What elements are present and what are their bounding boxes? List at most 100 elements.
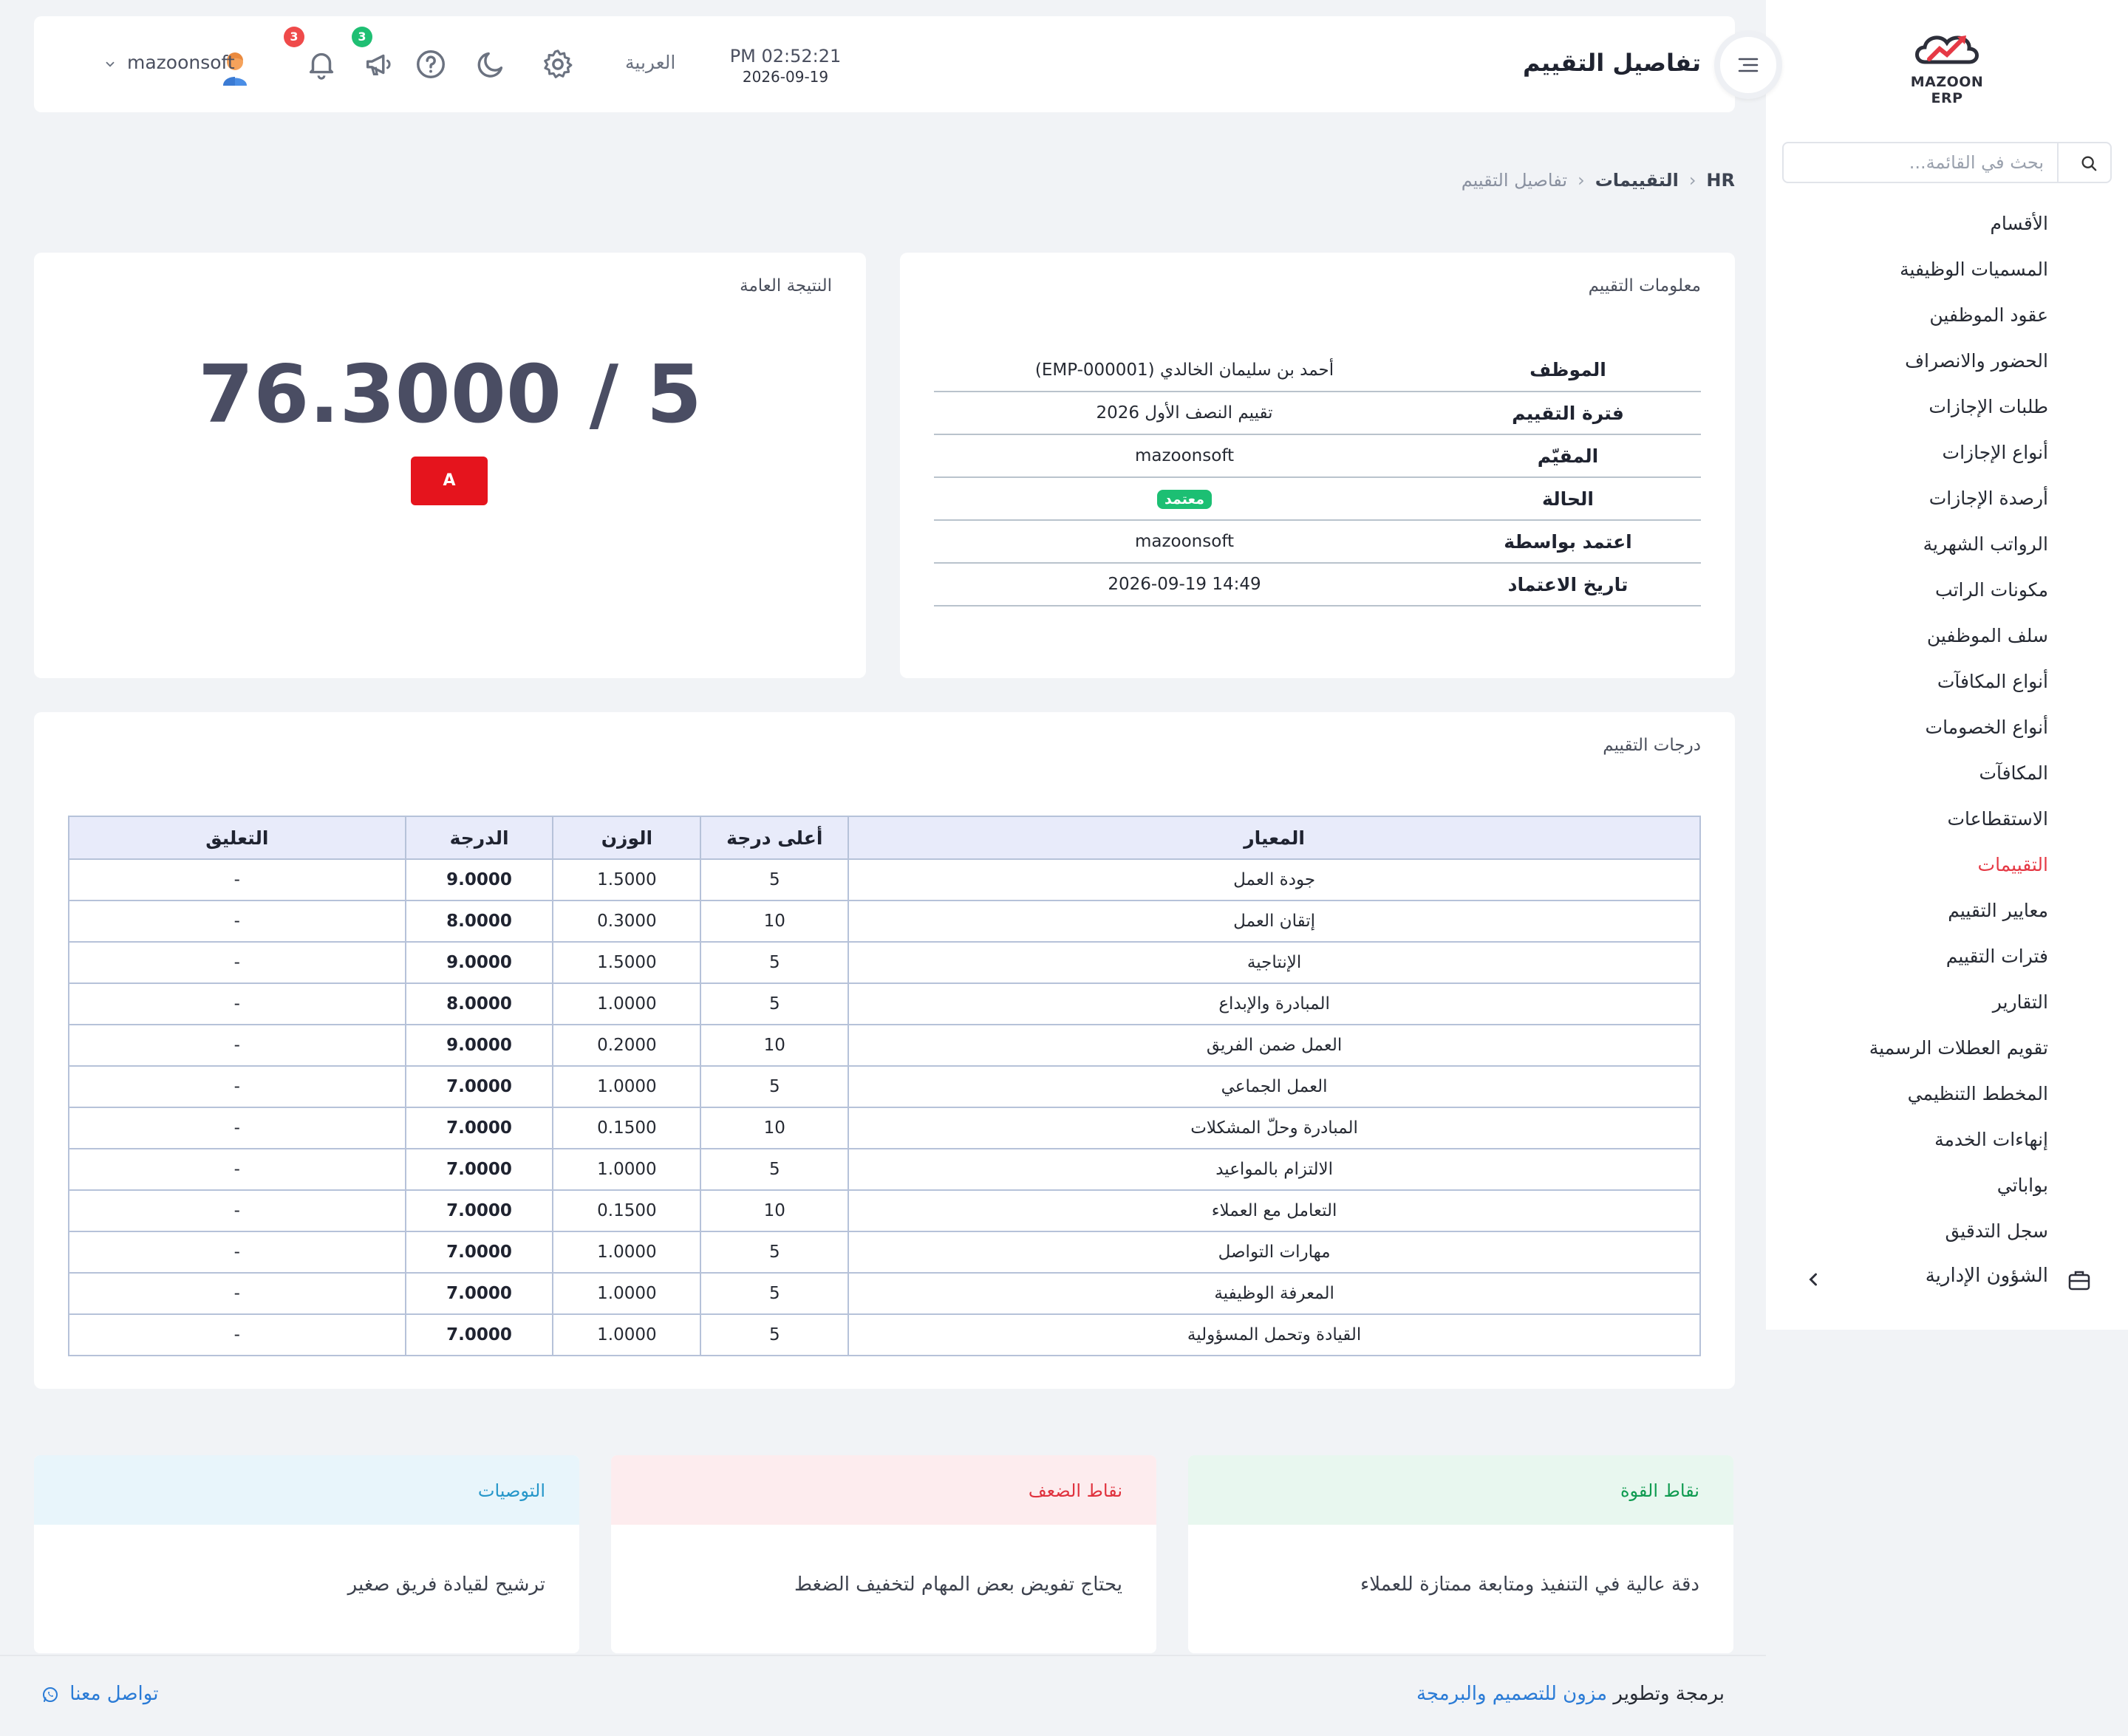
info-row: اعتمد بواسطة mazoonsoft (934, 520, 1701, 564)
sidebar-group-label: الشؤون الإدارية (1925, 1265, 2048, 1287)
search-icon[interactable] (2079, 154, 2100, 174)
sidebar-item[interactable]: طلبات الإجازات (1928, 396, 2048, 417)
table-row: العمل ضمن الفريق 10 0.2000 9.0000- (68, 1024, 1701, 1067)
logo-text: MAZOON ERP (1910, 74, 1984, 106)
sidebar-item[interactable]: فترات التقييم (1945, 946, 2048, 967)
sidebar-item[interactable]: مكونات الراتب (1935, 579, 2048, 601)
cell-comment: - (68, 983, 406, 1025)
cell-score: 8.0000 (404, 900, 554, 943)
cell-comment: - (68, 900, 406, 943)
chevron-left-icon (1809, 1273, 1817, 1286)
sidebar-item[interactable]: عقود الموظفين (1929, 304, 2048, 326)
info-value: 2026-09-19 14:49 (934, 563, 1435, 606)
cell-weight: 0.1500 (552, 1189, 702, 1232)
cell-max-score: 5 (700, 1272, 850, 1315)
cell-criterion: المبادرة والإبداع (848, 983, 1701, 1025)
sidebar-search-input[interactable] (1800, 149, 2044, 176)
sidebar-item[interactable]: بواباتي (1996, 1175, 2048, 1196)
bell-icon[interactable] (304, 47, 338, 81)
sidebar-item[interactable]: المخطط التنظيمي (1907, 1083, 2048, 1104)
sidebar-item[interactable]: الحضور والانصراف (1905, 350, 2048, 372)
cell-score: 7.0000 (404, 1065, 554, 1108)
footer-credit-link[interactable]: مزون للتصميم والبرمجة (1416, 1683, 1608, 1705)
sidebar-item[interactable]: إنهاءات الخدمة (1934, 1129, 2048, 1150)
sidebar-item[interactable]: أنواع المكافآت (1937, 671, 2048, 692)
sidebar-item[interactable]: معايير التقييم (1948, 900, 2048, 921)
header-criterion: المعيار (848, 816, 1701, 860)
sidebar-toggle-button[interactable] (1714, 31, 1782, 99)
moon-icon[interactable] (474, 47, 508, 81)
breadcrumb-separator: ‹ (1578, 170, 1585, 191)
cell-comment: - (68, 1024, 406, 1067)
cell-criterion: المعرفة الوظيفية (848, 1272, 1701, 1315)
overall-result-card: النتيجة العامة 76.3000 / 5 A (34, 253, 866, 678)
footer-credit: برمجة وتطوير مزون للتصميم والبرمجة (1416, 1683, 1725, 1705)
sidebar-item[interactable]: المكافآت (1979, 762, 2048, 784)
cell-max-score: 5 (700, 1065, 850, 1108)
sidebar-item[interactable]: الاستقطاعات (1947, 808, 2048, 830)
evaluation-scores-card: درجات التقييم المعيار أعلى درجة الوزن ال… (34, 712, 1735, 1389)
result-card-title: النتيجة العامة (740, 276, 832, 295)
sidebar-item[interactable]: تقويم العطلات الرسمية (1869, 1037, 2048, 1059)
cell-comment: - (68, 941, 406, 984)
language-switcher[interactable]: العربية (625, 52, 676, 73)
cell-score: 7.0000 (404, 1313, 554, 1356)
sidebar-item[interactable]: سجل التدقيق (1945, 1220, 2048, 1242)
info-label: تاريخ الاعتماد (1435, 563, 1701, 606)
chevron-down-icon[interactable] (103, 58, 117, 71)
sidebar-item[interactable]: سلف الموظفين (1926, 625, 2048, 646)
sidebar-search (1782, 142, 2112, 183)
info-label: فترة التقييم (1435, 392, 1701, 435)
menu-toggle-icon (1738, 58, 1759, 72)
cell-weight: 1.0000 (552, 983, 702, 1025)
recommendations-card: التوصيات ترشيح لقيادة فريق صغير (34, 1455, 579, 1653)
sidebar-item[interactable]: أنواع الخصومات (1925, 717, 2048, 738)
info-label: الموظف (1435, 349, 1701, 392)
cell-weight: 1.0000 (552, 1231, 702, 1274)
app-logo[interactable]: MAZOON ERP (1899, 30, 1995, 106)
table-row: المبادرة والإبداع 5 1.0000 8.0000- (68, 983, 1701, 1025)
help-icon[interactable] (414, 47, 448, 81)
scores-table: المعيار أعلى درجة الوزن الدرجة التعليق ج… (68, 816, 1701, 1356)
sidebar-item[interactable]: أنواع الإجازات (1942, 442, 2048, 463)
strengths-card: نقاط القوة دقة عالية في التنفيذ ومتابعة … (1188, 1455, 1733, 1653)
sidebar-item[interactable]: المسميات الوظيفية (1900, 259, 2048, 280)
cell-comment: - (68, 1189, 406, 1232)
sidebar-item[interactable]: التقارير (1992, 991, 2048, 1013)
cell-criterion: التعامل مع العملاء (848, 1189, 1701, 1232)
cell-criterion: مهارات التواصل (848, 1231, 1701, 1274)
cell-score: 9.0000 (404, 1024, 554, 1067)
table-row: الالتزام بالمواعيد 5 1.0000 7.0000- (68, 1148, 1701, 1191)
table-row: مهارات التواصل 5 1.0000 7.0000- (68, 1231, 1701, 1274)
sidebar-item[interactable]: أرصدة الإجازات (1928, 488, 2048, 509)
grade-badge: A (411, 457, 488, 505)
overall-score: 76.3000 / 5 (198, 349, 702, 441)
header-max-score: أعلى درجة (700, 816, 850, 860)
table-row: المعرفة الوظيفية 5 1.0000 7.0000- (68, 1272, 1701, 1315)
cell-max-score: 5 (700, 941, 850, 984)
avatar[interactable] (214, 46, 256, 87)
cell-comment: - (68, 1065, 406, 1108)
megaphone-icon[interactable] (362, 47, 396, 81)
cell-score: 7.0000 (404, 1231, 554, 1274)
sidebar-item[interactable]: التقييمات (1977, 854, 2048, 875)
cell-score: 7.0000 (404, 1107, 554, 1149)
cell-weight: 1.0000 (552, 1313, 702, 1356)
announcements-badge: 3 (352, 27, 372, 47)
breadcrumb-root[interactable]: HR (1706, 170, 1735, 191)
scores-card-title: درجات التقييم (1603, 736, 1701, 755)
strengths-title: نقاط القوة (1620, 1480, 1699, 1501)
sidebar-item[interactable]: الرواتب الشهرية (1923, 533, 2048, 555)
contact-us-link[interactable]: تواصل معنا (41, 1683, 158, 1705)
user-menu[interactable]: mazoonsoft (127, 52, 235, 73)
recommendations-title: التوصيات (477, 1480, 545, 1501)
weaknesses-header: نقاط الضعف (611, 1455, 1156, 1525)
breadcrumb-parent[interactable]: التقييمات (1595, 170, 1679, 191)
sidebar-group-admin[interactable]: الشؤون الإدارية (1766, 1256, 2128, 1305)
table-row: التعامل مع العملاء 10 0.1500 7.0000- (68, 1189, 1701, 1232)
gear-icon[interactable] (541, 47, 575, 81)
cell-comment: - (68, 1231, 406, 1274)
header-clock: PM 02:52:21 2026-09-19 (700, 46, 870, 86)
sidebar-item[interactable]: الأقسام (1990, 213, 2048, 234)
table-row: الإنتاجية 5 1.5000 9.0000- (68, 941, 1701, 984)
